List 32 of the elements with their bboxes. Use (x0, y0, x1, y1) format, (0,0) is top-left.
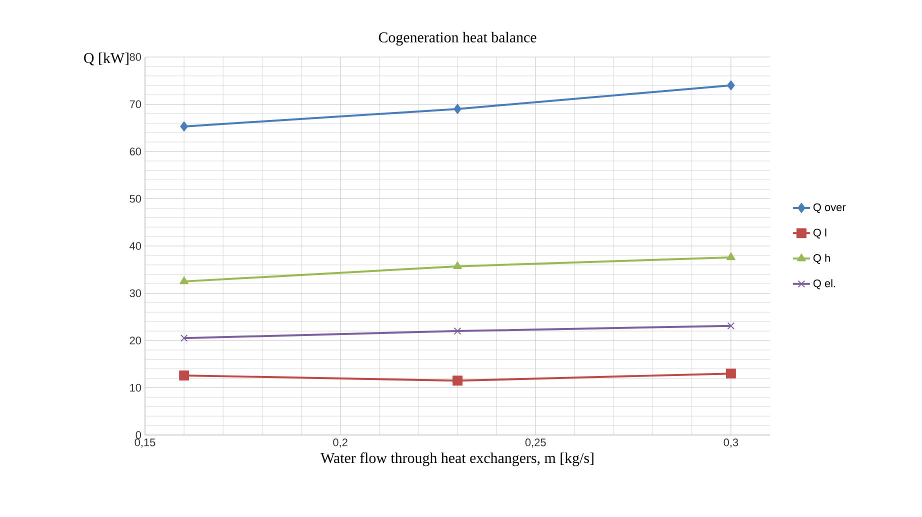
point (452, 376, 462, 386)
y-tick-label: 0 (136, 431, 142, 439)
x-axis-title: Water flow through heat exchangers, m [kg/s] (320, 452, 594, 466)
point (727, 80, 735, 90)
y-tick-label: 50 (130, 194, 142, 203)
point (453, 261, 462, 270)
legend-label: Q l (813, 228, 826, 238)
y-tick-label: 60 (130, 148, 142, 156)
point (726, 368, 736, 379)
x-tick-label: 0,15 (134, 438, 156, 448)
y-axis-title: Q [kW] (84, 52, 128, 66)
point (180, 276, 188, 284)
point (454, 327, 462, 335)
point (180, 121, 188, 132)
point (727, 322, 735, 330)
y-tick-label: 40 (130, 242, 142, 250)
x-tick-label: 0,2 (333, 438, 348, 448)
y-tick-label: 80 (130, 53, 142, 61)
y-tick-label: 20 (130, 336, 142, 344)
legend-label: Q h (813, 254, 830, 264)
legend-label: Q over (813, 203, 846, 214)
y-tick-label: 30 (130, 289, 142, 298)
x-tick-label: 0,3 (724, 438, 738, 448)
point (726, 252, 736, 260)
point (454, 104, 462, 114)
point (180, 334, 188, 342)
legend-label: Q el. (813, 279, 836, 290)
point (179, 370, 190, 380)
x-tick-label: 0,25 (525, 438, 546, 448)
chart-title: Cogeneration heat balance (378, 32, 536, 46)
y-tick-label: 70 (130, 100, 142, 108)
y-tick-label: 10 (130, 384, 142, 392)
